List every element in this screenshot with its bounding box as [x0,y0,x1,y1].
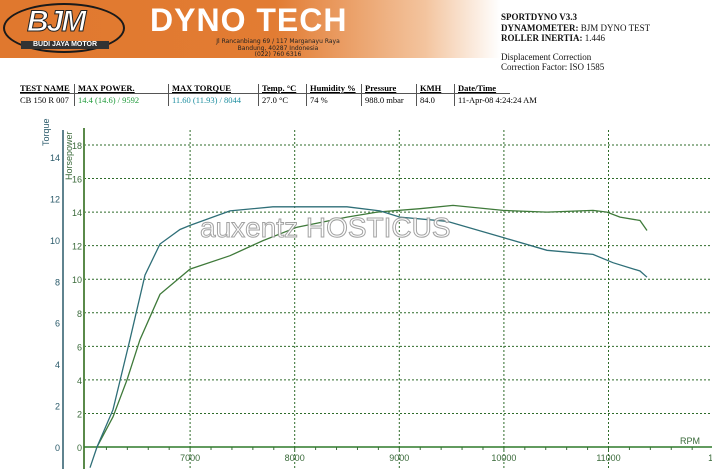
table-cell: 11-Apr-08 4:24:24 AM [458,95,537,105]
table-header: Temp. °C [262,83,297,93]
table-header: Pressure [365,83,397,93]
table-cell: CB 150 R 007 [20,95,69,105]
torque-tick-label: 14 [50,153,60,163]
brand-title: DYNO TECH [150,2,348,38]
table-header: KMH [420,83,442,93]
x-tick-label: 8000 [285,453,305,463]
column-divider [74,84,75,106]
table-cell: 14.4 (14.6) / 9592 [78,95,140,105]
column-divider [306,84,307,106]
table-header: Date/Time [458,83,497,93]
horsepower-curve [96,204,648,448]
torque-tick-label: 0 [55,443,60,453]
hp-tick-label: 12 [72,242,82,252]
hp-tick-label: 18 [72,141,82,151]
address-line: Jl Rancanbiang 69 / 117 Marganayu Raya [216,38,340,45]
table-cell: 27.0 °C [262,95,289,105]
table-cell: 84.0 [420,95,435,105]
hp-tick-label: 6 [77,342,82,352]
logo-text: BJM [26,5,86,39]
header-banner: BJM BUDI JAYA MOTOR DYNO TECH Jl Rancanb… [0,0,500,58]
x-axis-label: RPM [680,436,700,446]
table-cell: 988.0 mbar [365,95,404,105]
software-version: SPORTDYNO V3.3 [501,12,578,22]
dynamometer-label: DYNAMOMETER: [501,22,579,33]
dynamometer-value: BJM DYNO TEST [580,22,651,33]
column-divider [258,84,259,106]
bjm-logo: BJM BUDI JAYA MOTOR [3,3,125,53]
x-tick-label: 12 [708,453,712,463]
torque-tick-label: 8 [55,277,60,287]
column-divider [416,84,417,106]
address-line: (022) 760 6316 [254,51,302,58]
hp-tick-label: 10 [72,275,82,285]
logo-subtitle: BUDI JAYA MOTOR [21,41,109,49]
torque-tick-label: 6 [55,319,60,329]
table-cell: 74 % [310,95,328,105]
table-header: MAX POWER. [78,83,135,93]
table-header: MAX TORQUE [172,83,231,93]
column-divider [168,84,169,106]
x-tick-label: 9000 [389,453,409,463]
torque-tick-label: 4 [55,360,60,370]
correction-factor: Correction Factor: ISO 1585 [501,62,605,72]
hp-tick-label: 4 [77,376,82,386]
torque-tick-label: 12 [50,194,60,204]
torque-tick-label: 10 [50,236,60,246]
table-header: Humidity % [310,83,356,93]
torque-tick-label: 2 [55,402,60,412]
x-tick-label: 11000 [596,453,620,463]
x-tick-label: 10000 [491,453,516,463]
address: Jl Rancanbiang 69 / 117 Marganayu Raya B… [178,38,378,59]
inertia-value: 1.446 [584,33,605,43]
table-header: TEST NAME [20,83,70,93]
hp-tick-label: 2 [77,409,82,419]
hp-tick-label: 16 [72,175,82,185]
table-cell: 11.60 (11.93) / 8044 [172,95,242,105]
inertia-label: ROLLER INERTIA: [501,33,583,43]
column-divider [454,84,455,106]
displacement-correction: Displacement Correction [501,51,592,62]
hp-tick-label: 14 [72,208,82,218]
watermark: auxentz HOSTICUS [200,212,452,244]
hp-tick-label: 0 [77,443,82,453]
hp-axis-label: Horsepower [64,131,74,180]
address-line: Bandung, 40287 Indonesia [237,44,319,52]
torque-axis-label: Torque [41,118,51,146]
dyno-info: SPORTDYNO V3.3 DYNAMOMETER: BJM DYNO TES… [501,12,650,73]
torque-curve [89,206,648,468]
hp-tick-label: 8 [77,309,82,319]
column-divider [361,84,362,106]
table-header-divider [20,93,510,94]
x-tick-label: 7000 [180,453,200,463]
